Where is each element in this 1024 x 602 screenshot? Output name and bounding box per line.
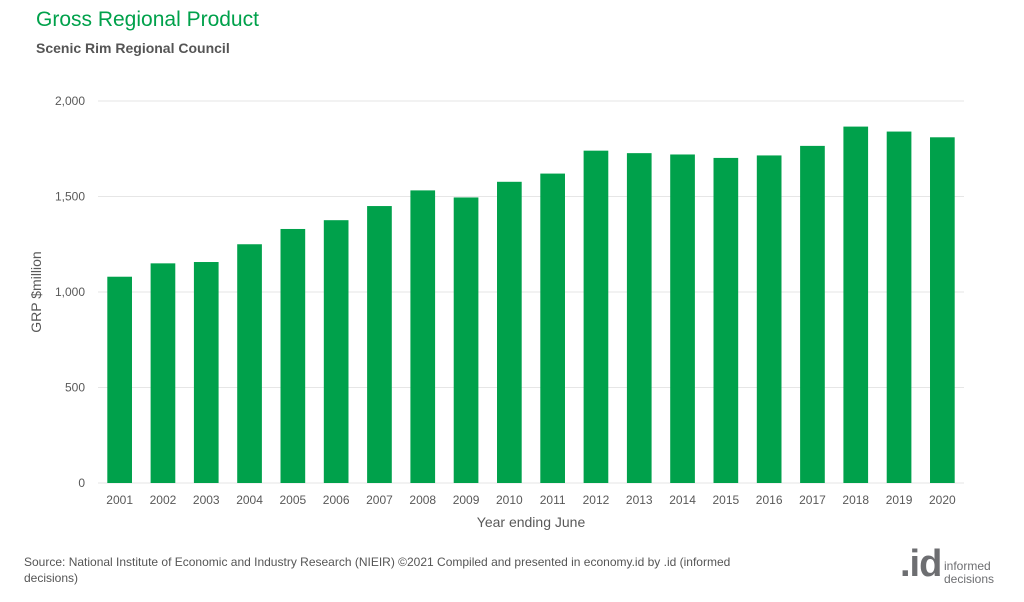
- logo-tagline-line2: decisions: [944, 572, 995, 586]
- bar: [410, 190, 436, 483]
- x-tick-label: 2007: [366, 493, 393, 507]
- bar: [193, 262, 219, 483]
- bar: [280, 228, 306, 483]
- bar: [107, 276, 132, 483]
- x-tick-label: 2017: [799, 493, 826, 507]
- bar: [583, 150, 609, 483]
- x-tick-label: 2016: [756, 493, 783, 507]
- y-tick-label: 2,000: [55, 94, 85, 108]
- x-tick-label: 2013: [626, 493, 653, 507]
- bar: [930, 137, 955, 484]
- x-tick-label: 2019: [886, 493, 913, 507]
- bar: [367, 206, 392, 484]
- chart-title: Gross Regional Product: [36, 8, 259, 31]
- x-tick-label: 2011: [540, 493, 566, 507]
- x-tick-label: 2004: [236, 493, 263, 507]
- x-tick-label: 2003: [193, 493, 220, 507]
- x-tick-label: 2006: [323, 493, 350, 507]
- bar: [626, 153, 652, 483]
- bar: [713, 157, 739, 483]
- bar: [540, 173, 565, 483]
- source-note: Source: National Institute of Economic a…: [24, 555, 731, 585]
- x-tick-label: 2020: [929, 493, 956, 507]
- bar: [670, 154, 695, 484]
- bar: [323, 220, 349, 483]
- logo-mark: .id: [900, 543, 942, 585]
- y-tick-label: 500: [65, 381, 85, 395]
- bar: [886, 131, 912, 483]
- x-axis-title: Year ending June: [477, 514, 586, 530]
- bar: [237, 244, 262, 483]
- logo-tagline: informed decisions: [944, 560, 994, 586]
- bar: [497, 181, 522, 483]
- chart-subtitle: Scenic Rim Regional Council: [36, 40, 230, 56]
- x-tick-label: 2012: [583, 493, 610, 507]
- bar: [800, 145, 825, 483]
- bar: [453, 197, 479, 483]
- bar: [756, 155, 782, 483]
- x-tick-label: 2005: [279, 493, 306, 507]
- x-tick-label: 2002: [150, 493, 177, 507]
- y-tick-label: 1,000: [55, 285, 85, 299]
- y-tick-label: 0: [78, 476, 85, 490]
- bar-chart: 0 500 1,000 1,500 2,000 2001 2002 2003 2004 2005 2…: [28, 94, 964, 530]
- bar: [843, 126, 869, 484]
- x-tick-label: 2001: [106, 493, 133, 507]
- x-tick-label: 2018: [842, 493, 869, 507]
- y-axis-title: GRP $million: [28, 251, 44, 332]
- x-tick-label: 2014: [669, 493, 696, 507]
- x-tick-label: 2009: [453, 493, 480, 507]
- x-tick-label: 2010: [496, 493, 523, 507]
- x-tick-label: 2015: [712, 493, 739, 507]
- y-tick-label: 1,500: [55, 190, 85, 204]
- logo-tagline-line1: informed: [944, 559, 991, 573]
- bar: [150, 263, 176, 483]
- x-tick-label: 2008: [409, 493, 436, 507]
